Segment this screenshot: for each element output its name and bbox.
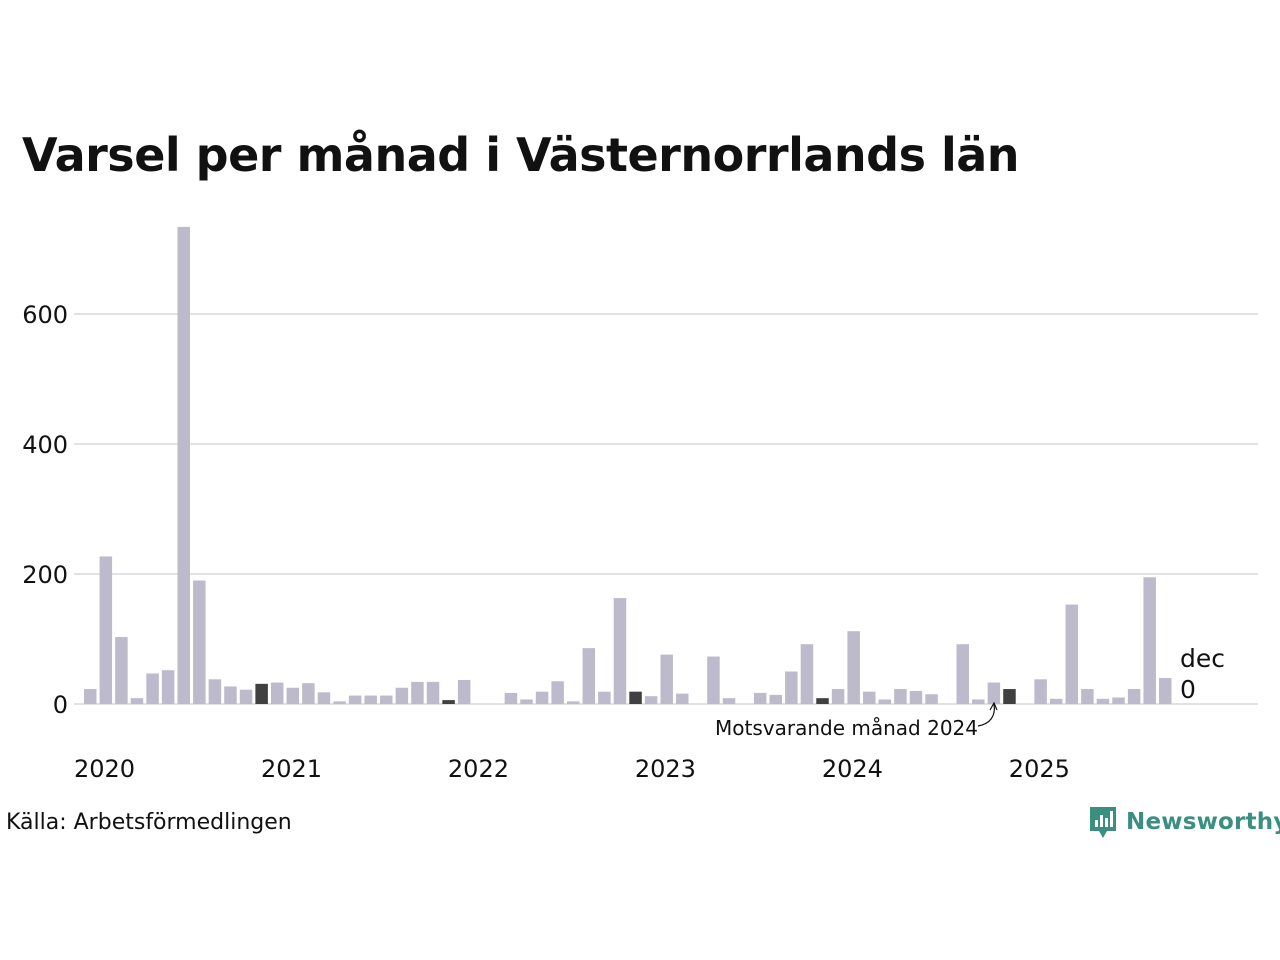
bar-2023-01	[644, 696, 658, 704]
x-tick-label: 2024	[822, 755, 883, 783]
x-tick-label: 2022	[448, 755, 509, 783]
bar-2020-04	[130, 698, 144, 704]
bar-chart: 0 200 400 600 2020 2021 2022 2023 2024 2025 dec …	[22, 226, 1258, 783]
bar-2023-10	[785, 671, 798, 704]
chart-title: Varsel per månad i Västernorrlands län	[22, 128, 1020, 182]
bar-2020-08	[193, 580, 206, 704]
bar-2021-06	[348, 695, 362, 704]
bar-2022-05	[520, 699, 533, 704]
newsworthy-logo-icon	[1090, 807, 1116, 838]
bar-2021-11	[426, 681, 440, 704]
bar-2022-08	[566, 701, 580, 704]
current-month-label: dec	[1180, 644, 1225, 673]
brand-logo[interactable]: Newsworthy	[1088, 804, 1280, 840]
bar-2025-05	[1081, 689, 1094, 704]
bar-2025-07	[1112, 697, 1125, 704]
bar-2024-02	[847, 631, 860, 704]
bar-2024-07	[925, 694, 938, 704]
annotation-arrowhead	[989, 701, 998, 711]
y-tick-label: 600	[22, 301, 68, 329]
bar-2020-03	[115, 637, 128, 704]
bar-2024-09	[956, 644, 969, 704]
bar-2024-06	[909, 691, 923, 704]
y-tick-label: 200	[22, 561, 68, 589]
bar-highlighted-2024-12	[1003, 689, 1016, 704]
x-axis-ticks: 2020 2021 2022 2023 2024 2025	[74, 755, 1070, 783]
bar-2023-11	[800, 644, 814, 704]
bar-2021-09	[395, 687, 409, 704]
bar-2025-02	[1034, 679, 1047, 704]
bar-2021-03	[302, 683, 315, 704]
bar-2023-05	[707, 656, 720, 704]
grid-lines	[74, 313, 1258, 705]
bar-2025-09	[1143, 577, 1156, 704]
bars	[84, 226, 1172, 704]
bar-2022-09	[582, 648, 596, 704]
bar-2021-08	[380, 695, 393, 704]
end-labels: dec 0	[1180, 644, 1225, 704]
annotation-text: Motsvarande månad 2024	[715, 716, 978, 740]
bar-2020-01	[84, 689, 97, 704]
bar-2020-09	[208, 679, 222, 704]
bar-2024-11	[987, 682, 1001, 704]
y-tick-label: 400	[22, 431, 68, 459]
bar-2020-02	[99, 556, 113, 704]
bar-2022-06	[535, 691, 549, 704]
x-tick-label: 2021	[261, 755, 322, 783]
bar-2021-05	[333, 701, 346, 704]
bar-2020-07	[177, 226, 190, 704]
y-axis-ticks: 0 200 400 600	[22, 301, 68, 719]
bar-2025-08	[1127, 689, 1141, 704]
bar-2024-01	[831, 689, 845, 704]
bar-2022-07	[551, 681, 564, 704]
bar-2024-05	[894, 689, 907, 704]
annotation: Motsvarande månad 2024	[715, 701, 998, 740]
bar-2020-06	[161, 670, 175, 704]
bar-2025-03	[1049, 698, 1063, 704]
bar-2023-08	[753, 692, 767, 704]
x-tick-label: 2023	[635, 755, 696, 783]
bar-2023-09	[769, 694, 783, 704]
source-label: Källa: Arbetsförmedlingen	[6, 810, 292, 835]
bar-highlighted-2021-12	[442, 700, 455, 704]
brand-name: Newsworthy	[1126, 809, 1280, 835]
bar-2023-02	[660, 654, 673, 704]
bar-2022-01	[457, 679, 471, 704]
bar-2021-04	[317, 692, 331, 704]
x-tick-label: 2025	[1009, 755, 1070, 783]
bar-2023-06	[722, 698, 736, 704]
bar-2024-03	[863, 691, 876, 704]
bar-2022-04	[504, 692, 518, 704]
bar-2021-07	[364, 695, 377, 704]
x-tick-label: 2020	[74, 755, 135, 783]
bar-2022-11	[613, 598, 627, 704]
bar-2021-10	[411, 681, 424, 704]
current-value-label: 0	[1180, 675, 1196, 704]
bar-2021-02	[286, 687, 300, 704]
y-tick-label: 0	[53, 691, 68, 719]
bar-2020-10	[224, 686, 237, 704]
bar-2020-05	[146, 673, 159, 704]
bar-2021-01	[270, 682, 284, 704]
annotation-arrow	[977, 703, 995, 727]
bar-2024-10	[972, 699, 985, 704]
bar-2025-10	[1159, 678, 1172, 704]
bar-2022-10	[598, 691, 611, 704]
bar-highlighted-2022-12	[629, 691, 642, 704]
bar-highlighted-2023-12	[816, 698, 829, 704]
bar-2024-04	[878, 699, 892, 704]
bar-2023-03	[676, 693, 689, 704]
bar-2020-11	[239, 689, 253, 704]
bar-2025-04	[1065, 604, 1079, 704]
bar-highlighted-2020-12	[255, 683, 268, 704]
bar-2025-06	[1096, 698, 1110, 704]
